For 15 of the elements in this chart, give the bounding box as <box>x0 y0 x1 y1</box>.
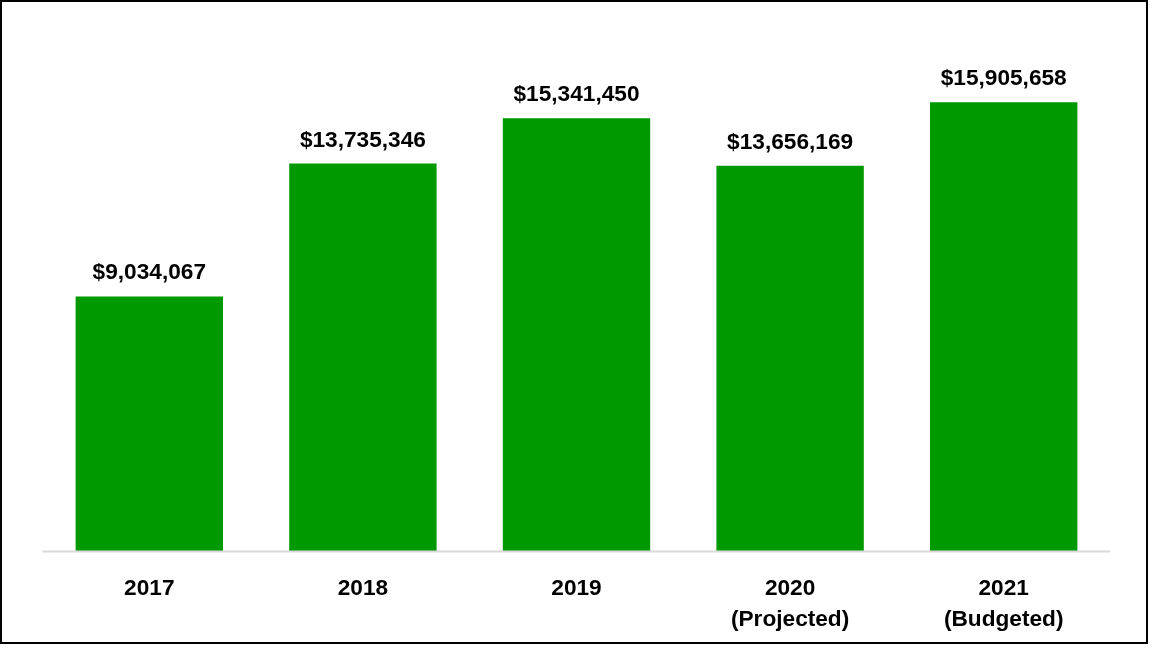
bar <box>289 163 437 552</box>
x-tick-label: 2018 <box>337 573 389 600</box>
bar <box>75 296 223 552</box>
x-tick-label: 2019 <box>551 573 602 600</box>
bar <box>502 118 651 552</box>
x-tick-label: 2021 (Budgeted) <box>943 573 1064 631</box>
data-label: $13,656,169 <box>727 127 854 154</box>
x-tick-label: 2020 (Projected) <box>730 573 850 631</box>
data-label: $13,735,346 <box>299 125 426 152</box>
data-label: $9,034,067 <box>92 258 207 285</box>
x-tick-label: 2017 <box>124 573 175 600</box>
data-label: $15,341,450 <box>513 80 640 107</box>
bar <box>930 102 1078 552</box>
data-label: $15,905,658 <box>940 64 1067 91</box>
bar <box>716 165 864 552</box>
